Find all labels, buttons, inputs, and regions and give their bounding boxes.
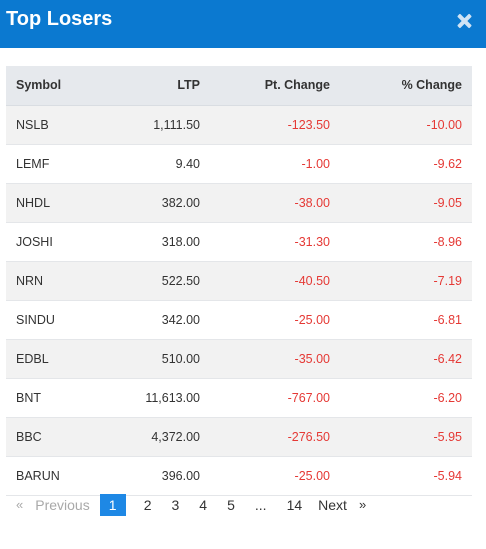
pct-change-cell: -10.00: [426, 117, 462, 132]
pt-change-cell: -25.00: [294, 468, 330, 483]
table-row[interactable]: BBC 4,372.00 -276.50 -5.95: [6, 417, 472, 456]
column-header-pct-change[interactable]: % Change: [340, 66, 472, 106]
page-button-5[interactable]: 5: [227, 497, 235, 513]
page-button-4[interactable]: 4: [199, 497, 208, 513]
ltp-cell: 396.00: [161, 468, 200, 483]
pct-change-cell: -5.94: [433, 468, 463, 483]
symbol-cell[interactable]: BBC: [16, 429, 42, 444]
column-header-pt-change[interactable]: Pt. Change: [210, 66, 340, 106]
symbol-cell[interactable]: NSLB: [16, 117, 49, 132]
table-row[interactable]: EDBL 510.00 -35.00 -6.42: [6, 339, 472, 378]
pagination: « Previous 1 2 3 4 5 ... 14 Next »: [10, 494, 372, 516]
table-row[interactable]: NRN 522.50 -40.50 -7.19: [6, 261, 472, 300]
table-row[interactable]: NSLB 1,111.50 -123.50 -10.00: [6, 105, 472, 144]
previous-button[interactable]: Previous: [35, 497, 90, 513]
symbol-cell[interactable]: BARUN: [16, 468, 60, 483]
previous-arrow[interactable]: «: [16, 497, 24, 512]
pct-change-cell: -7.19: [433, 273, 463, 288]
symbol-cell[interactable]: LEMF: [16, 156, 50, 171]
page-button-3[interactable]: 3: [171, 497, 180, 513]
pct-change-cell: -6.42: [433, 351, 463, 366]
column-header-ltp[interactable]: LTP: [102, 66, 210, 106]
pt-change-cell: -31.30: [294, 234, 330, 249]
ltp-cell: 1,111.50: [153, 117, 200, 132]
pct-change-cell: -9.05: [433, 195, 463, 210]
ltp-cell: 522.50: [161, 273, 200, 288]
symbol-cell[interactable]: NHDL: [16, 195, 51, 210]
ltp-cell: 342.00: [161, 312, 200, 327]
pct-change-cell: -6.81: [433, 312, 463, 327]
pct-change-cell: -8.96: [433, 234, 463, 249]
next-arrow[interactable]: »: [358, 497, 367, 512]
table-header-row: Symbol LTP Pt. Change % Change: [6, 66, 472, 106]
pt-change-cell: -276.50: [287, 429, 330, 444]
ltp-cell: 9.40: [175, 156, 200, 171]
ltp-cell: 11,613.00: [145, 390, 200, 405]
losers-table: Symbol LTP Pt. Change % Change NSLB 1,111…: [6, 66, 472, 496]
pt-change-cell: -25.00: [294, 312, 330, 327]
next-button[interactable]: Next: [318, 497, 347, 513]
pt-change-cell: -767.00: [287, 390, 330, 405]
column-header-symbol[interactable]: Symbol: [6, 66, 102, 106]
table-row[interactable]: SINDU 342.00 -25.00 -6.81: [6, 300, 472, 339]
symbol-cell[interactable]: NRN: [16, 273, 44, 288]
modal-title: Top Losers: [6, 7, 113, 30]
symbol-cell[interactable]: BNT: [16, 390, 41, 405]
pct-change-cell: -9.62: [433, 156, 463, 171]
table-row[interactable]: NHDL 382.00 -38.00 -9.05: [6, 183, 472, 222]
pt-change-cell: -38.00: [294, 195, 330, 210]
ltp-cell: 382.00: [161, 195, 200, 210]
pt-change-cell: -40.50: [294, 273, 330, 288]
symbol-cell[interactable]: SINDU: [16, 312, 55, 327]
losers-table-container: Symbol LTP Pt. Change % Change NSLB 1,111…: [6, 66, 472, 496]
table-row[interactable]: LEMF 9.40 -1.00 -9.62: [6, 144, 472, 183]
table-row[interactable]: BARUN 396.00 -25.00 -5.94: [6, 456, 472, 495]
pct-change-cell: -6.20: [433, 390, 463, 405]
table-row[interactable]: JOSHI 318.00 -31.30 -8.96: [6, 222, 472, 261]
symbol-cell[interactable]: JOSHI: [16, 234, 53, 249]
pt-change-cell: -1.00: [301, 156, 331, 171]
pct-change-cell: -5.95: [433, 429, 463, 444]
ltp-cell: 4,372.00: [151, 429, 200, 444]
page-ellipsis: ...: [254, 497, 267, 513]
symbol-cell[interactable]: EDBL: [16, 351, 49, 366]
page-button-2[interactable]: 2: [143, 497, 152, 513]
modal-header: Top Losers: [0, 0, 486, 48]
ltp-cell: 318.00: [161, 234, 200, 249]
pt-change-cell: -123.50: [287, 117, 330, 132]
page-button-14[interactable]: 14: [286, 497, 303, 513]
pt-change-cell: -35.00: [294, 351, 330, 366]
table-row[interactable]: BNT 11,613.00 -767.00 -6.20: [6, 378, 472, 417]
page-button-1[interactable]: 1: [99, 494, 126, 516]
close-icon[interactable]: [454, 10, 476, 32]
ltp-cell: 510.00: [161, 351, 200, 366]
